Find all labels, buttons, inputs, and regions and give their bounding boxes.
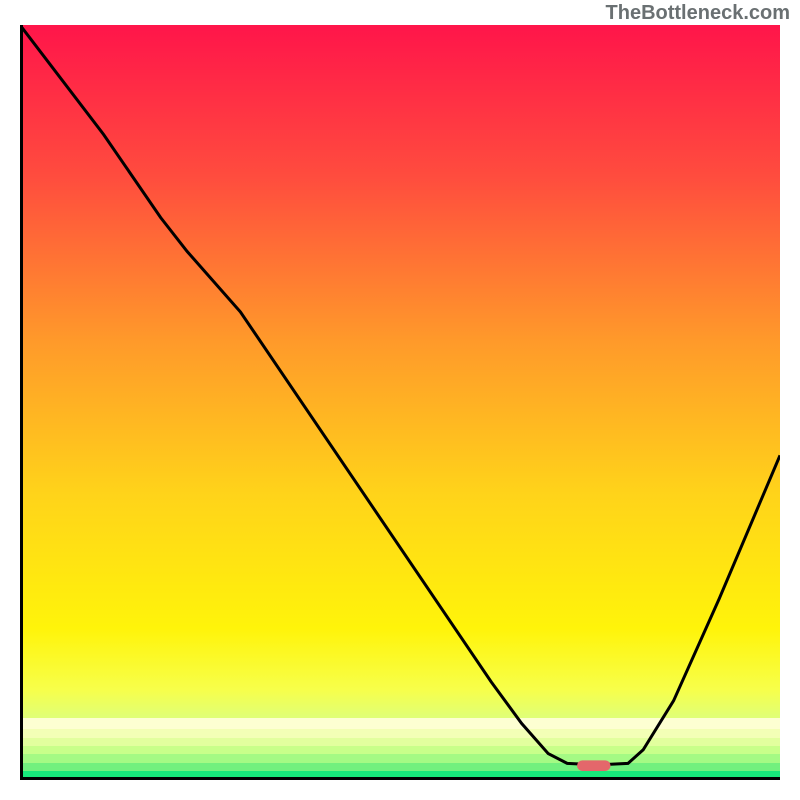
bottleneck-plot [20, 25, 780, 780]
bottleneck-curve-path [20, 25, 780, 765]
chart-svg [20, 25, 780, 780]
watermark-text: TheBottleneck.com [606, 2, 790, 25]
y-axis-line [20, 25, 23, 780]
optimal-marker [577, 760, 610, 771]
x-axis-line [20, 777, 780, 780]
